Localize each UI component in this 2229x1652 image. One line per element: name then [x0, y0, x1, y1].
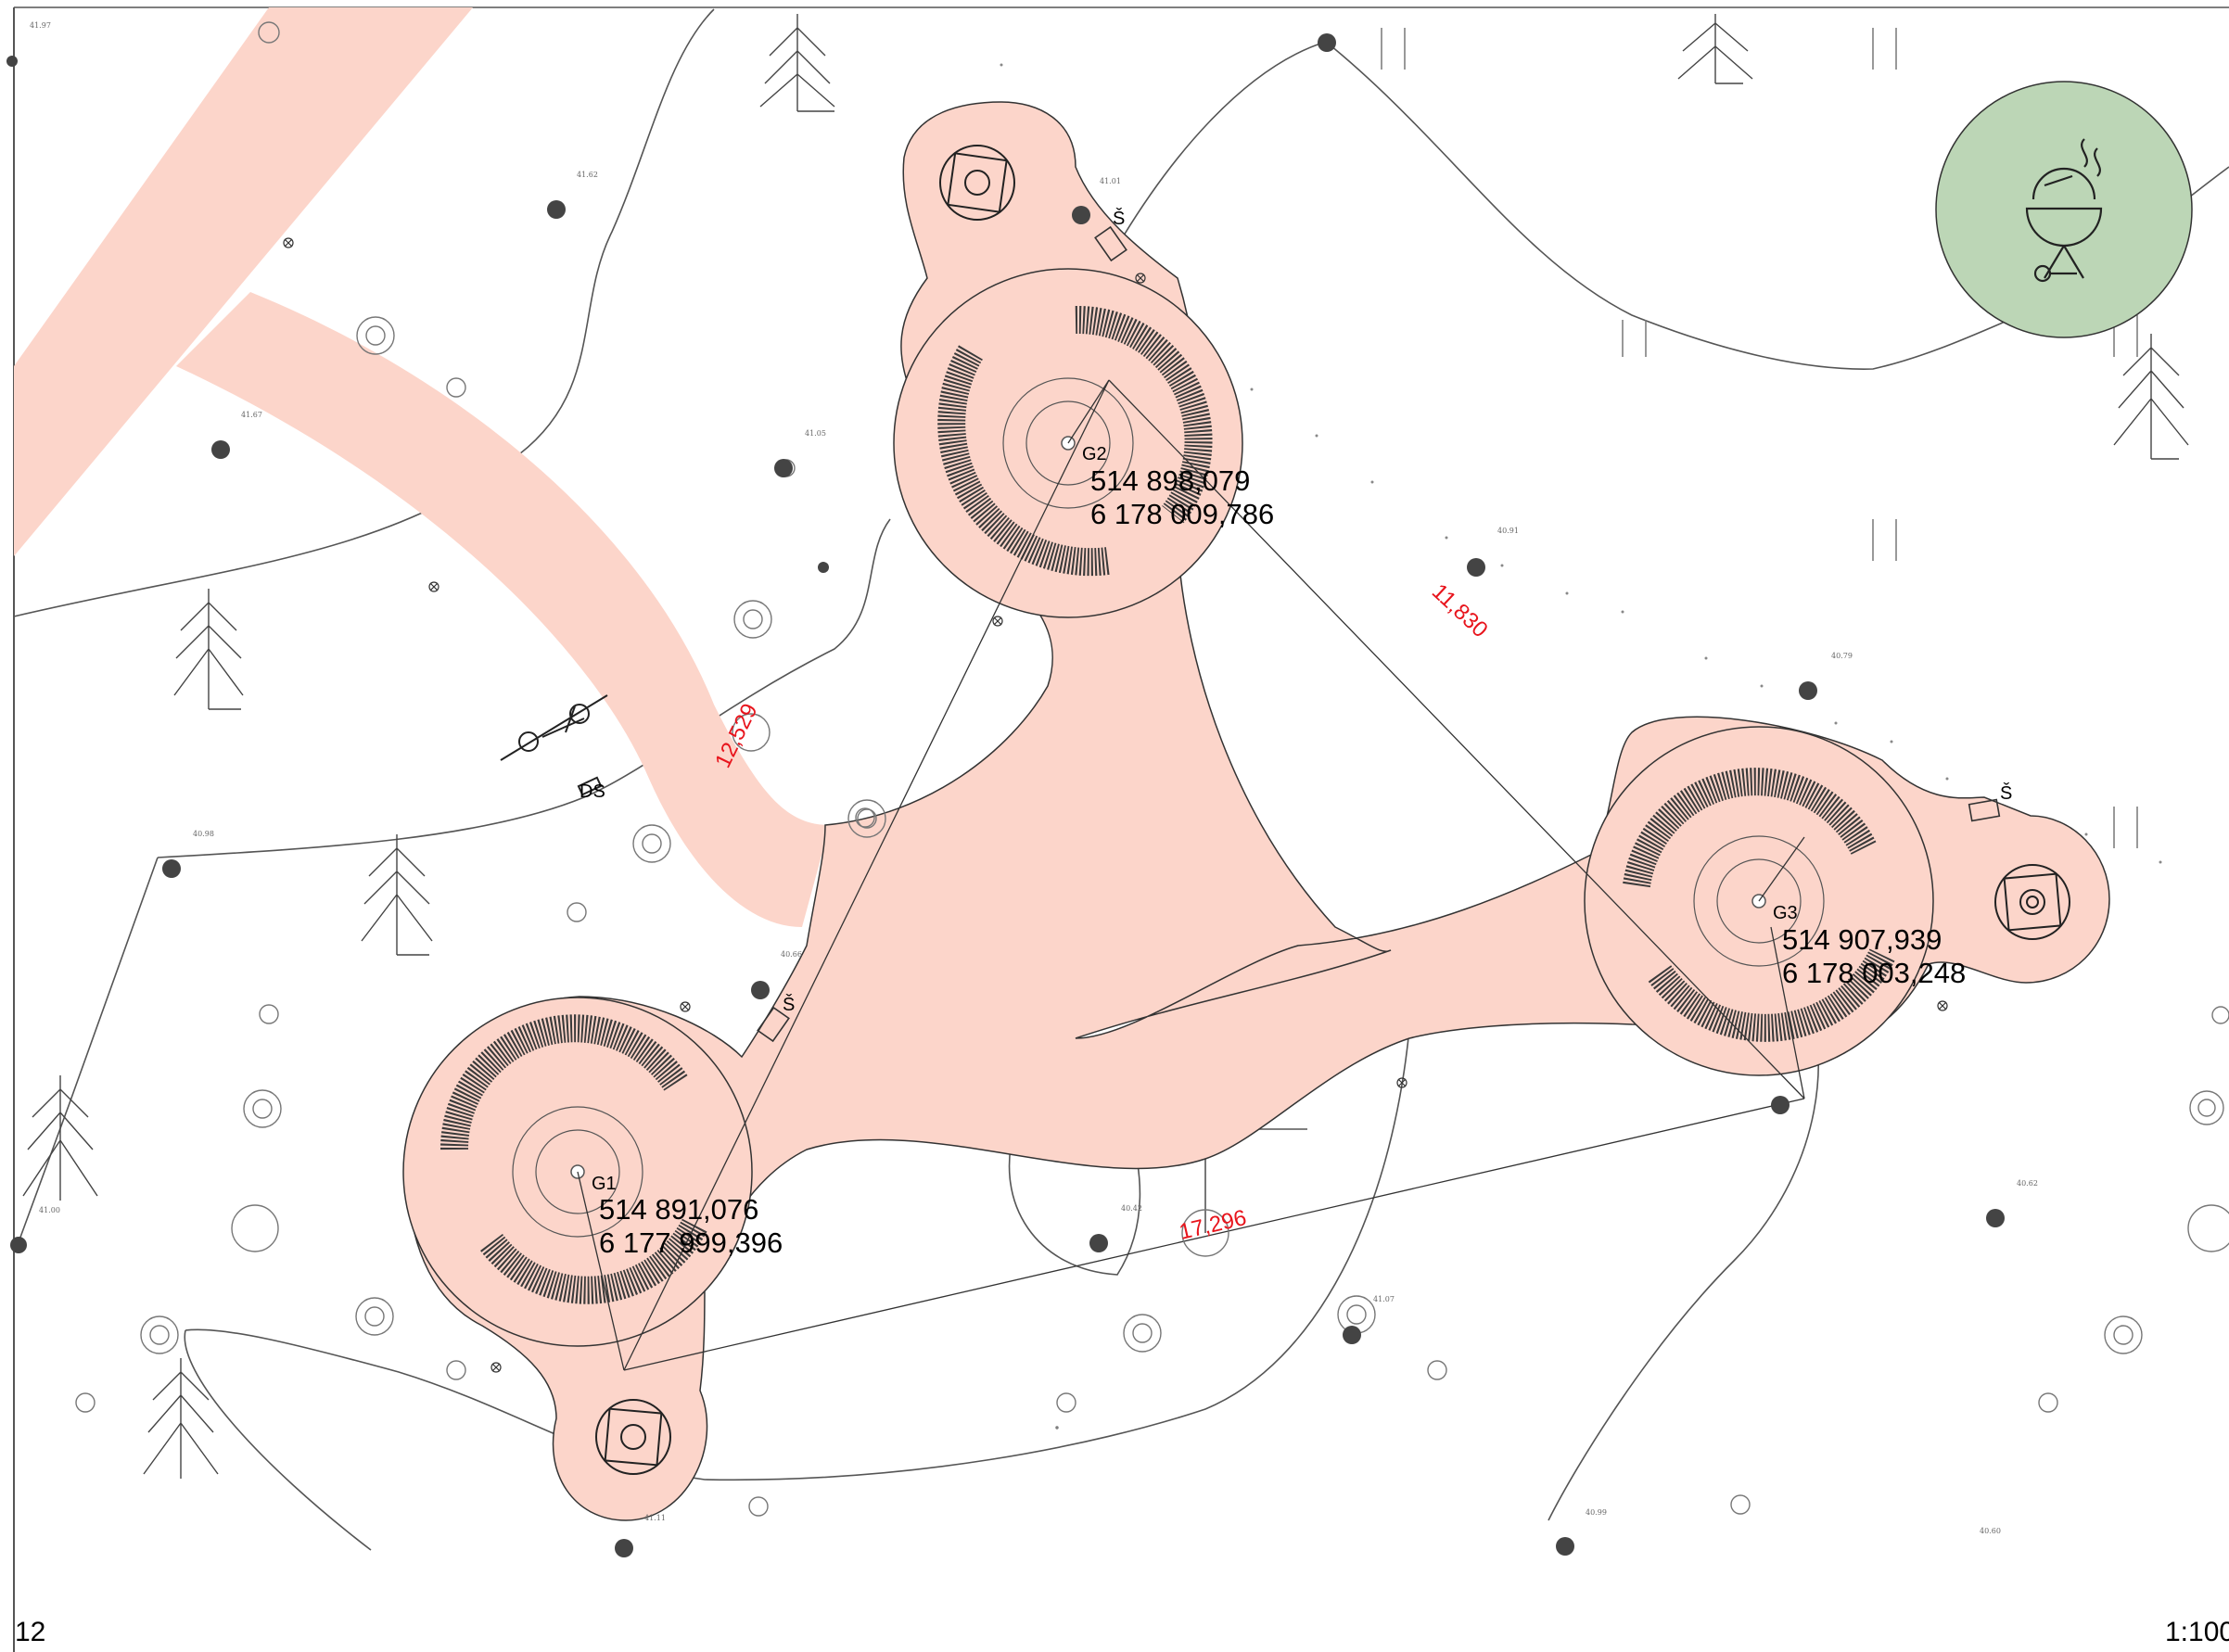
cross-markers	[283, 237, 1948, 1373]
grill-label: G3	[1773, 903, 1798, 923]
elevation-label: 40.60	[1980, 1527, 2001, 1535]
elevation-label: 40.99	[1586, 1508, 1607, 1517]
bike-stand-icon	[577, 776, 603, 796]
elevation-label: 41.11	[644, 1514, 666, 1522]
elevation-label: 40.79	[1831, 652, 1853, 660]
grill-label: G2	[1082, 444, 1107, 464]
tree-icon	[2113, 334, 2189, 460]
grill-label: G1	[592, 1174, 617, 1194]
cross-marker	[680, 1001, 691, 1012]
bicycle-icon	[500, 694, 608, 796]
grill-coord-y: 6 178 009,786	[1090, 498, 1274, 530]
bin-label: Š	[1113, 208, 1125, 229]
grill-coord-x: 514 891,076	[599, 1193, 758, 1226]
grill-unit-south	[595, 1399, 671, 1475]
grill-coord-y: 6 177 999,396	[599, 1226, 783, 1259]
tree-icon	[22, 1075, 98, 1201]
grill-g2: G2 514 898,079 6 178 009,786	[1082, 444, 1274, 530]
tree-icon	[173, 589, 244, 710]
tree-icon	[143, 1358, 219, 1479]
bin-label: Š	[2000, 782, 2012, 804]
cross-marker	[1396, 1077, 1407, 1088]
cross-marker	[992, 616, 1003, 627]
grill-units	[595, 145, 2070, 1475]
grill-g3: G3 514 907,939 6 178 003,248	[1773, 903, 1966, 989]
grill-unit-east	[1994, 864, 2070, 940]
bin-icon	[1094, 225, 1127, 262]
elevation-label: 41.07	[1373, 1295, 1395, 1303]
tree-icons	[22, 14, 2189, 1479]
elevation-label: 41.62	[577, 171, 598, 179]
elevation-label: 41.97	[30, 21, 51, 30]
curved-benches	[439, 305, 1895, 1304]
bbq-area	[1935, 81, 2193, 338]
elevation-label: 40.42	[1121, 1204, 1142, 1213]
page-number: 12	[15, 1617, 46, 1647]
bin-icon	[757, 1006, 790, 1043]
cross-marker	[1937, 1000, 1948, 1011]
bbq-grill-icon	[2025, 138, 2103, 283]
elevation-label: 40.62	[2017, 1179, 2038, 1188]
elevation-label: 40.91	[1497, 527, 1519, 535]
bike-stand-label: DS	[580, 782, 605, 802]
tree-icon	[361, 834, 433, 956]
grill-unit-north	[939, 145, 1015, 221]
elevation-label: 41.67	[241, 411, 262, 419]
cross-marker	[490, 1362, 502, 1373]
elevation-label: 41.01	[1100, 177, 1121, 185]
tree-icon	[1677, 14, 1753, 84]
bin-label: Š	[783, 994, 795, 1015]
grill-inner-rings	[512, 377, 1825, 1238]
grill-coord-y: 6 178 003,248	[1782, 957, 1966, 989]
scale-label: 1:100	[2165, 1617, 2229, 1647]
dimension-g2-g3: 11,830	[1427, 579, 1493, 643]
measurement-lines	[577, 379, 1805, 1371]
survey-points	[1000, 63, 2162, 864]
elevation-label: 41.00	[39, 1206, 60, 1214]
cross-marker	[428, 581, 439, 592]
elevation-labels: 41.97 41.62 41.01 41.67 41.05 40.91 40.7…	[30, 21, 2038, 1535]
cross-marker	[1135, 273, 1146, 284]
elevation-label: 40.66	[781, 950, 802, 959]
site-objects	[75, 21, 2229, 1517]
waste-bins	[757, 225, 2001, 1043]
elevation-label: 41.05	[805, 429, 826, 438]
grill-coord-x: 514 898,079	[1090, 464, 1250, 497]
elevation-label: 40.98	[193, 830, 214, 838]
grill-g1: G1 514 891,076 6 177 999,396	[592, 1174, 783, 1259]
cross-marker	[283, 237, 294, 248]
footpath	[14, 7, 830, 927]
grill-coord-x: 514 907,939	[1782, 923, 1942, 956]
tree-icon	[759, 14, 835, 112]
survey-markers	[6, 33, 2005, 1557]
bin-icon	[1968, 798, 2001, 822]
